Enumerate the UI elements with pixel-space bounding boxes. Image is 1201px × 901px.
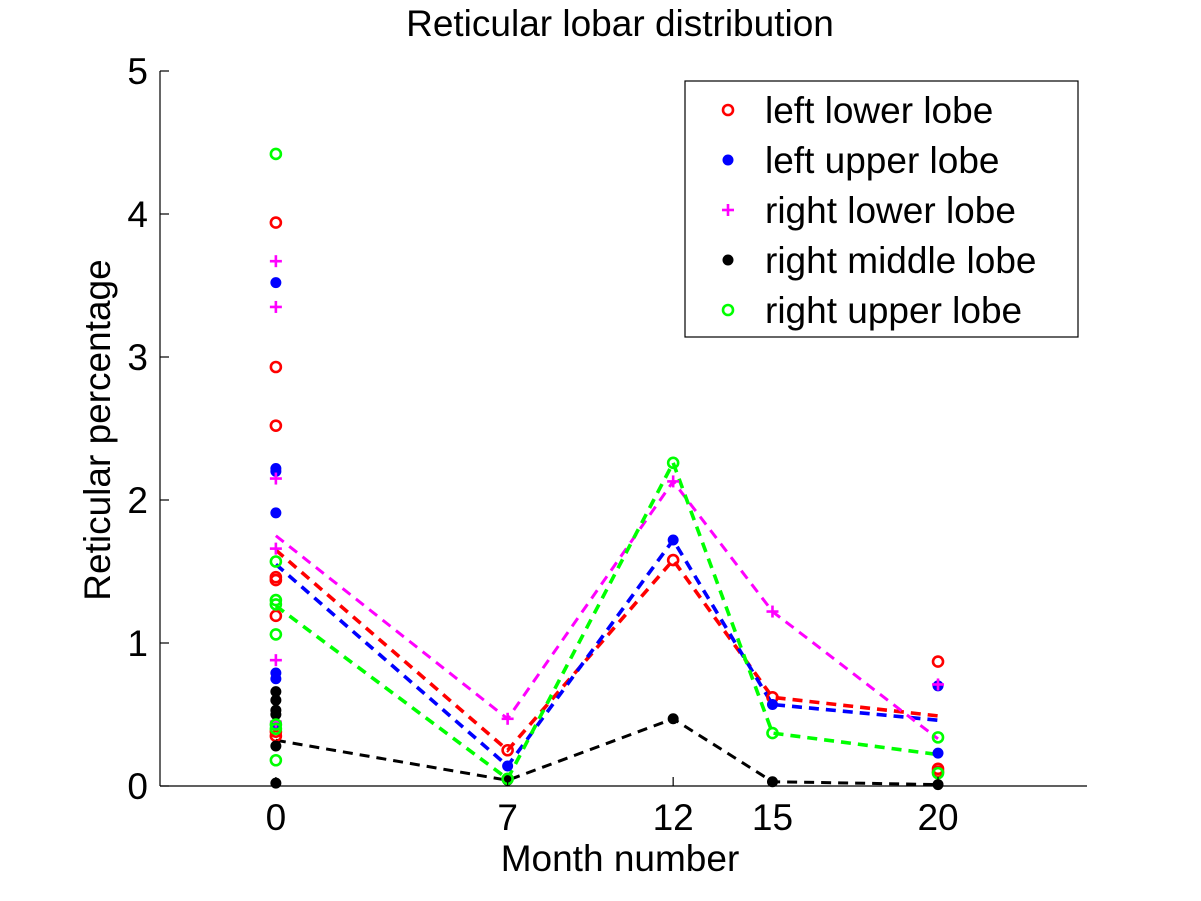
data-point [269, 718, 283, 731]
data-point [931, 731, 945, 744]
y-tick-label: 2 [127, 480, 148, 521]
data-point [931, 655, 945, 668]
data-point [270, 277, 282, 289]
y-tick-label: 0 [127, 766, 148, 807]
series-line [275, 717, 939, 787]
data-point [270, 740, 282, 752]
data-point [269, 147, 283, 161]
data-point [269, 573, 283, 587]
data-point [269, 216, 283, 229]
data-point [667, 475, 680, 488]
legend-label: left lower lobe [765, 90, 993, 131]
legend-marker [722, 154, 734, 166]
data-point [269, 609, 283, 623]
x-tick-label: 20 [917, 797, 958, 838]
data-point [766, 726, 779, 740]
data-point [269, 593, 283, 607]
data-point [766, 698, 778, 710]
legend-entry: right middle lobe [722, 240, 1036, 281]
data-point [667, 534, 679, 546]
data-point [270, 673, 282, 685]
x-tick-label: 12 [653, 797, 694, 838]
legend-label: right middle lobe [765, 240, 1036, 281]
data-point [932, 678, 945, 691]
series-line [274, 536, 939, 769]
legend-label: left upper lobe [765, 140, 1000, 181]
data-point [269, 472, 282, 485]
y-tick-label: 1 [127, 623, 148, 664]
series-line [274, 458, 939, 782]
data-point [269, 419, 283, 432]
data-point [766, 605, 779, 618]
data-point [932, 747, 944, 759]
data-point [501, 712, 514, 725]
y-axis-label: Reticular percentage [77, 259, 118, 600]
data-point [269, 753, 283, 767]
data-point [666, 456, 680, 470]
y-tick-label: 4 [127, 194, 148, 235]
x-tick-label: 7 [497, 797, 518, 838]
y-ticks: 0 1 2 3 4 5 [127, 51, 169, 807]
y-tick-label: 3 [127, 337, 148, 378]
data-point [269, 654, 282, 667]
data-point [666, 553, 680, 567]
data-point [269, 628, 283, 641]
x-ticks: 0 7 12 15 20 [266, 777, 959, 838]
series-lines [274, 458, 939, 787]
x-tick-label: 0 [266, 797, 287, 838]
legend-entry: right upper lobe [721, 290, 1022, 331]
legend-marker [722, 204, 734, 216]
legend-label: right lower lobe [765, 190, 1016, 231]
series-line [274, 548, 939, 753]
legend-entry: left lower lobe [721, 90, 993, 131]
x-tick-label: 15 [752, 797, 793, 838]
data-point [270, 709, 282, 720]
y-tick-label: 5 [127, 51, 148, 92]
data-point [269, 300, 282, 313]
legend-marker [722, 254, 734, 266]
data-point [501, 743, 514, 757]
data-point [269, 255, 282, 268]
data-point [270, 507, 282, 519]
legend-marker [721, 303, 735, 317]
data-point [269, 555, 283, 568]
legend-entry: left upper lobe [722, 140, 1000, 181]
series-line [274, 478, 939, 740]
legend-marker [721, 103, 735, 117]
data-point [269, 542, 282, 555]
data-point [269, 722, 283, 736]
legend-entry: right lower lobe [722, 190, 1016, 231]
legend: left lower lobe left upper lobe right lowe… [684, 80, 1079, 338]
chart-title: Reticular lobar distribution [406, 3, 834, 44]
data-point [269, 598, 283, 611]
data-point [270, 694, 282, 706]
series-points [269, 147, 945, 791]
data-point [269, 360, 283, 374]
legend-box [684, 80, 1079, 338]
legend-label: right upper lobe [765, 290, 1022, 331]
axes [159, 71, 1087, 787]
data-point [667, 713, 679, 725]
data-point [502, 760, 514, 772]
x-axis-label: Month number [501, 838, 740, 879]
